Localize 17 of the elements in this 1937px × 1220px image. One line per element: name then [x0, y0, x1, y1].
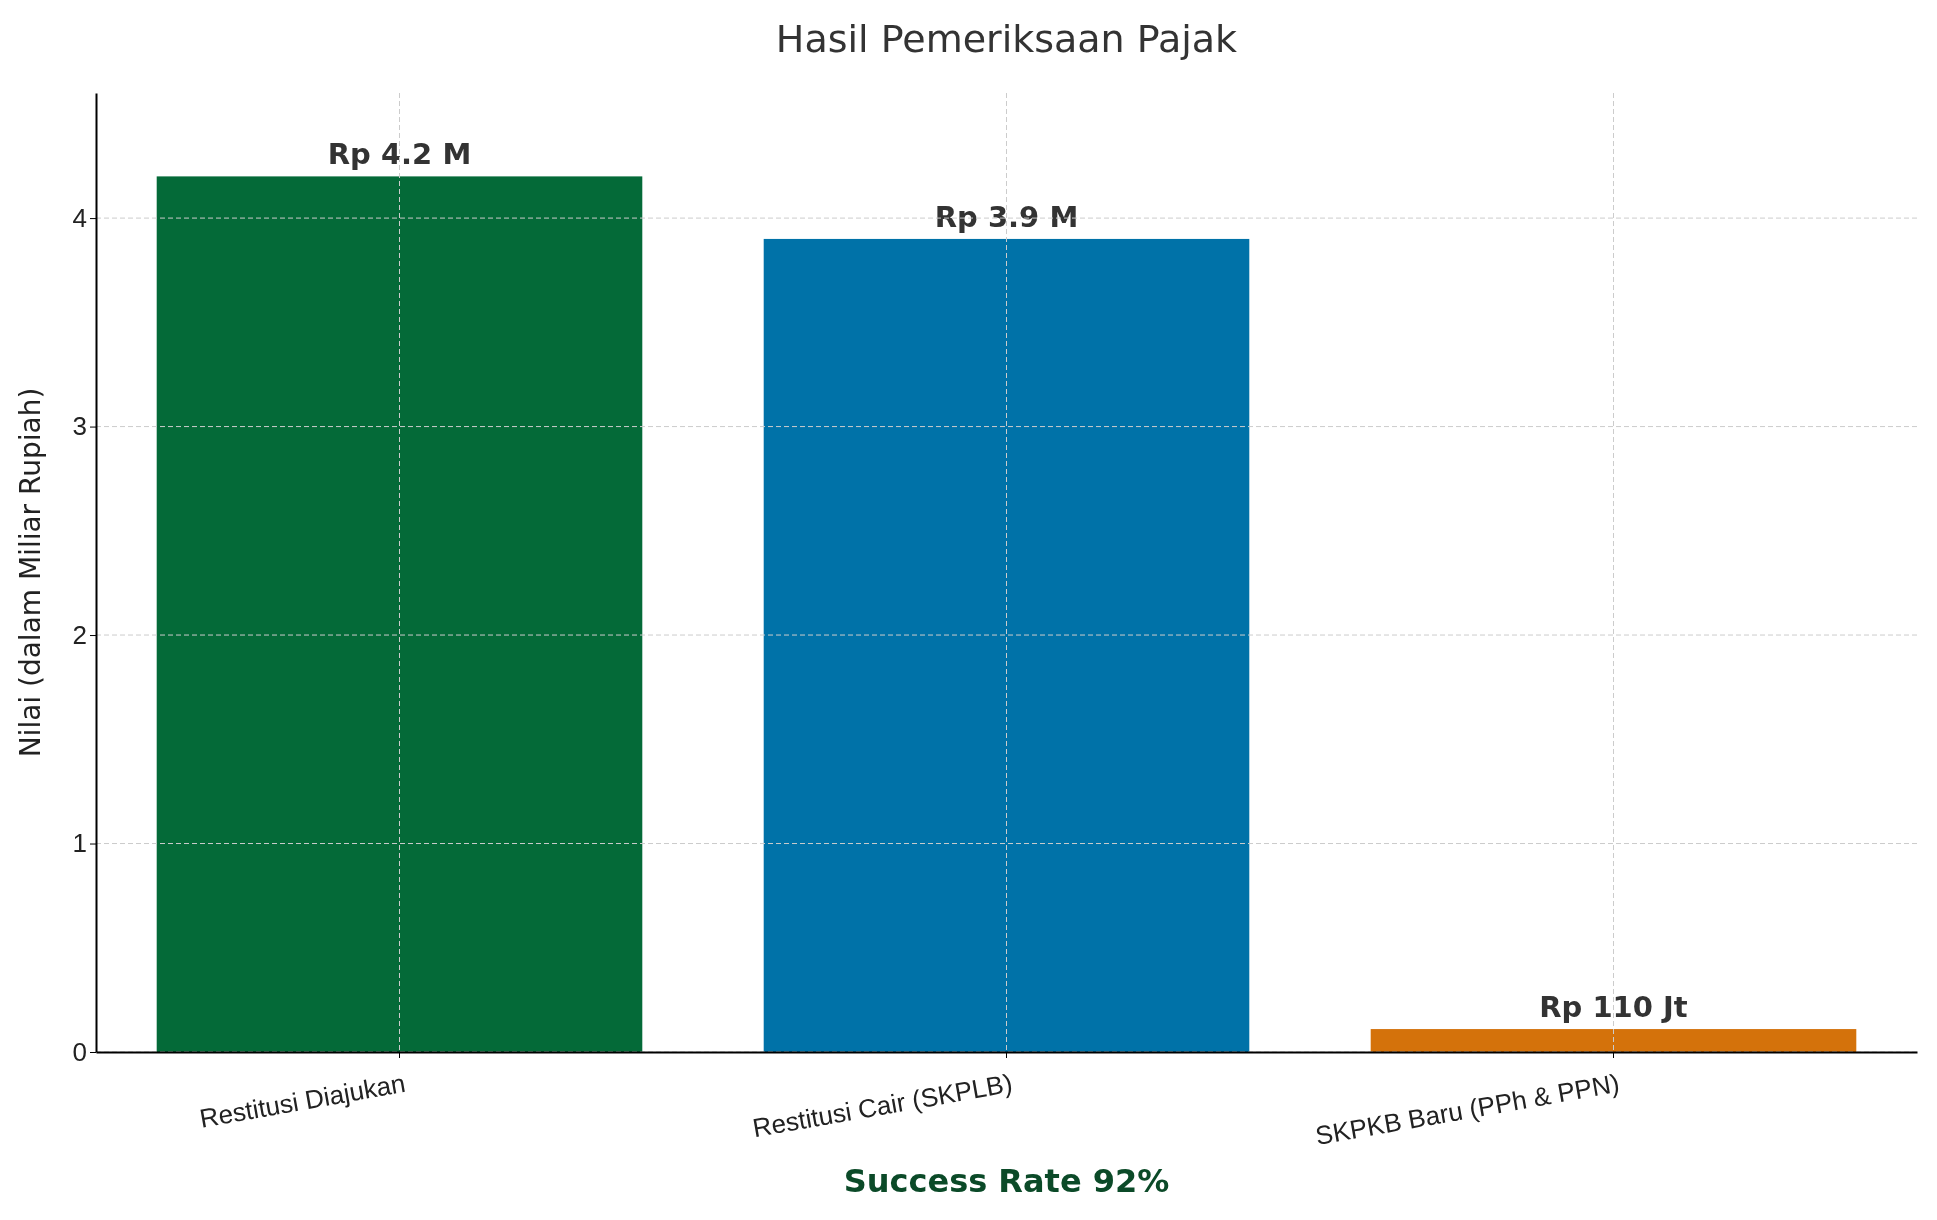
chart-title: Hasil Pemeriksaan Pajak [775, 17, 1238, 61]
bar [156, 176, 643, 1052]
bar [763, 238, 1250, 1052]
x-tick-label: Restitusi Diajukan [197, 1067, 408, 1134]
bar [1370, 1029, 1857, 1052]
x-tick-label: SKPKB Baru (PPh & PPN) [1313, 1067, 1622, 1151]
y-tick-label: 0 [72, 1036, 87, 1067]
y-tick-label: 3 [72, 411, 87, 442]
y-axis-title: Nilai (dalam Miliar Rupiah) [14, 387, 47, 758]
y-tick-label: 2 [72, 619, 87, 650]
text: Success Rate 92% [843, 1162, 1170, 1200]
y-tick-label: 1 [72, 828, 87, 859]
data-label: Rp 4.2 M [327, 137, 472, 172]
x-tick-label: Restitusi Cair (SKPLB) [750, 1067, 1015, 1144]
y-tick-label: 4 [72, 202, 87, 233]
data-label: Rp 3.9 M [934, 199, 1079, 234]
data-label: Rp 110 Jt [1539, 990, 1688, 1025]
